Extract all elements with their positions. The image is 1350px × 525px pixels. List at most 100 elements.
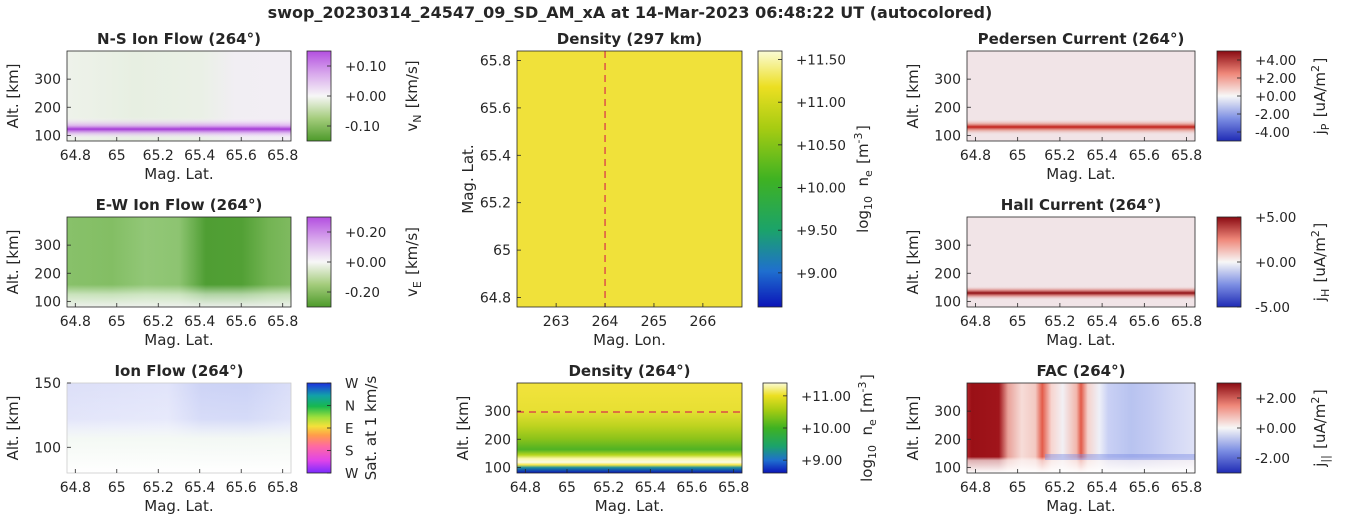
density-profile-panel: Density (264°) 64.8 65 65.2 65.4 65.6 65.8 Mag.…	[454, 362, 879, 515]
y-tick-label: 100	[484, 460, 511, 476]
colorbar-tick-label: +2.00	[1255, 391, 1296, 407]
y-tick-label: 100	[934, 294, 961, 310]
y-axis-label: Alt. [km]	[4, 64, 22, 129]
x-tick-label: 65.8	[1171, 314, 1202, 330]
x-tick-label: 65.2	[143, 314, 174, 330]
x-tick-label: 64.8	[960, 314, 991, 330]
x-tick-label: 65.8	[718, 480, 749, 496]
y-tick-label: 200	[484, 432, 511, 448]
y-axis-label: Alt. [km]	[4, 230, 22, 295]
x-tick-label: 65	[108, 314, 126, 330]
y-tick-label: 100	[34, 294, 61, 310]
colorbar-tick-label: S	[345, 444, 354, 460]
y-tick-label: 300	[484, 404, 511, 420]
colorbar-tick-label: +10.00	[801, 421, 851, 437]
x-tick-label: 65.6	[226, 314, 257, 330]
panel-title: Ion Flow (264°)	[114, 362, 243, 380]
x-tick-label: 64.8	[60, 314, 91, 330]
x-axis-label: Mag. Lat.	[144, 165, 213, 183]
x-tick-label: 65.4	[184, 148, 215, 164]
x-tick-label: 65.6	[1129, 480, 1160, 496]
y-axis-label: Alt. [km]	[904, 396, 922, 461]
colorbar-tick-label: +11.50	[796, 53, 846, 69]
plot-frame	[966, 50, 1196, 142]
y-axis-label: Alt. [km]	[454, 396, 472, 461]
plot-frame	[966, 382, 1196, 474]
y-tick-label: 65.4	[480, 148, 511, 164]
y-tick-label: 300	[34, 72, 61, 88]
y-tick-label: 64.8	[480, 291, 511, 307]
colorbar-label: vE [km/s]	[403, 227, 424, 297]
fac-panel: FAC (264°) 64.8 65 65.2 65.4 65.6 65.8 Mag. Lat…	[904, 362, 1332, 515]
x-tick-label: 65.6	[226, 148, 257, 164]
colorbar-tick-label: +0.00	[1255, 421, 1296, 437]
x-tick-label: 64.8	[60, 148, 91, 164]
x-tick-label: 65	[108, 148, 126, 164]
x-tick-label: 65.6	[1129, 148, 1160, 164]
colorbar-tick-label: +5.00	[1255, 210, 1296, 226]
x-tick-label: 65.4	[1087, 148, 1118, 164]
colorbar-tick-label: -5.00	[1255, 300, 1290, 316]
x-tick-label: 64.8	[960, 480, 991, 496]
colorbar-label: vN [km/s]	[403, 60, 424, 131]
x-tick-label: 264	[592, 314, 619, 330]
panel-title: Density (264°)	[568, 362, 690, 380]
x-tick-label: 65.4	[1087, 480, 1118, 496]
colorbar-tick-label: +0.00	[345, 89, 386, 105]
y-axis-label: Alt. [km]	[4, 396, 22, 461]
ion-flow-panel: Ion Flow (264°) 64.8 65 65.2 65.4 65.6 65.8 Mag…	[4, 362, 380, 515]
y-tick-label: 100	[934, 128, 961, 144]
panel-title: Hall Current (264°)	[1001, 196, 1161, 214]
panel-title: E-W Ion Flow (264°)	[96, 196, 263, 214]
colorbar-label: j|| [uA/m2 ]	[1309, 389, 1332, 468]
colorbar-tick-label: +11.00	[801, 389, 851, 405]
ew-flow-heatmap-field	[67, 217, 291, 307]
x-tick-label: 65.4	[1087, 314, 1118, 330]
x-tick-label: 65.2	[143, 480, 174, 496]
x-axis-label: Mag. Lat.	[144, 497, 213, 515]
colorbar-label: log10 ne [m-3 ]	[852, 125, 875, 233]
y-axis-label: Alt. [km]	[904, 230, 922, 295]
colorbar-tick-label: +11.00	[796, 95, 846, 111]
hall-panel: Hall Current (264°) 64.8 65 65.2 65.4 65.6 65.…	[904, 196, 1332, 349]
colorbar-tick-label: +9.00	[796, 266, 837, 282]
colorbar-tick-label: +0.00	[1255, 89, 1296, 105]
x-tick-label: 65.8	[267, 480, 298, 496]
colorbar-tick-label: +9.50	[796, 223, 837, 239]
colorbar-tick-label: W	[345, 376, 358, 392]
ns-flow-heatmap-field	[67, 51, 291, 141]
x-tick-label: 65	[1009, 314, 1027, 330]
y-tick-label: 200	[934, 100, 961, 116]
density-map-heatmap-field	[517, 51, 742, 307]
x-tick-label: 65	[1009, 148, 1027, 164]
plot-frame	[516, 50, 743, 308]
colorbar-label: log10 ne [m-3 ]	[856, 374, 879, 482]
y-tick-label: 65.2	[480, 196, 511, 212]
chart-annotations: N-S Ion Flow (264°) 64.8 65 65.2 65.4 65.6 65.…	[4, 30, 1332, 515]
fac-heatmap-field	[967, 383, 1195, 473]
x-tick-label: 65.6	[1129, 314, 1160, 330]
colorbar-tick-label: +0.00	[345, 255, 386, 271]
y-tick-label: 100	[934, 460, 961, 476]
colorbar-tick-label: W	[345, 466, 358, 482]
x-axis-label: Mag. Lat.	[1046, 331, 1115, 349]
y-tick-label: 200	[34, 266, 61, 282]
y-tick-label: 200	[934, 432, 961, 448]
y-tick-label: 200	[34, 100, 61, 116]
pedersen-panel: Pedersen Current (264°) 64.8 65 65.2 65.4 65.…	[904, 30, 1332, 183]
x-axis-label: Mag. Lon.	[593, 331, 666, 349]
panel-title: Pedersen Current (264°)	[978, 30, 1185, 48]
x-tick-label: 65.6	[226, 480, 257, 496]
y-tick-label: 65	[493, 243, 511, 259]
x-tick-label: 65.8	[267, 148, 298, 164]
plot-frame	[66, 382, 292, 474]
y-tick-label: 65.6	[480, 101, 511, 117]
colorbar-tick-label: +0.00	[1255, 255, 1296, 271]
x-tick-label: 65.4	[635, 480, 666, 496]
y-tick-label: 65.8	[480, 53, 511, 69]
colorbar-label: jP [uA/m2 ]	[1309, 58, 1332, 136]
colorbar-tick-label: +0.20	[345, 225, 386, 241]
x-tick-label: 65.2	[1044, 314, 1075, 330]
colorbar-tick-label: E	[345, 421, 354, 437]
